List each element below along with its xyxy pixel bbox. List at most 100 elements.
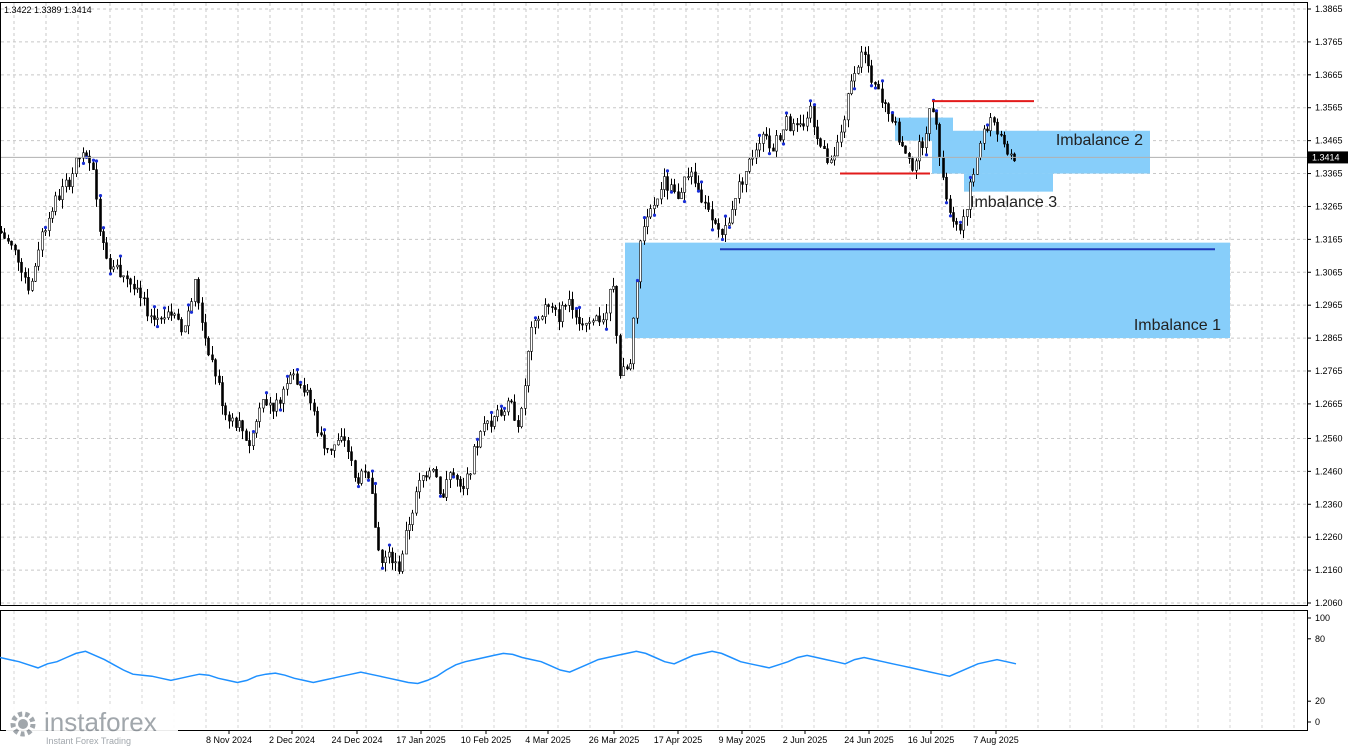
candle-body (82, 152, 85, 159)
candle-body (150, 315, 153, 318)
x-tick-label: 24 Jun 2025 (844, 735, 894, 745)
candle-body (320, 432, 323, 436)
candle-body (337, 440, 340, 446)
main-pane-frame (0, 2, 1308, 606)
candle-body (765, 133, 768, 137)
fractal-dot (101, 226, 106, 230)
candle-body (619, 335, 622, 376)
candle-body (279, 399, 282, 404)
candle-body (734, 198, 737, 210)
candle-body (445, 479, 448, 498)
candle-body (503, 411, 506, 416)
y-tick-label: 1.2765 (1315, 366, 1343, 376)
candle-body (547, 304, 550, 307)
candle-body (830, 159, 833, 163)
candle-body (211, 354, 214, 361)
imbalance-label: Imbalance 3 (970, 194, 1057, 211)
candle-body (456, 475, 459, 480)
candle-body (462, 485, 465, 489)
candle-body (857, 66, 860, 74)
candle-body (173, 313, 176, 316)
oscillator-pane-frame (0, 610, 1308, 731)
candle-body (622, 366, 625, 376)
candle-body (602, 319, 605, 323)
candle-body (874, 82, 877, 85)
candle-body (524, 385, 527, 409)
candle-body (755, 149, 758, 159)
osc-tick-label: 100 (1315, 613, 1330, 623)
candle-body (48, 217, 51, 231)
x-tick-label: 2 Jun 2025 (783, 735, 828, 745)
candle-body (894, 121, 897, 123)
candle-body (282, 388, 285, 404)
fractal-dot (948, 214, 953, 218)
candle-body (231, 417, 234, 422)
candle-body (245, 430, 248, 441)
candle-body (207, 337, 210, 356)
candle-body (979, 142, 982, 158)
candle-body (146, 297, 149, 317)
ohlc-readout: 1.3422 1.3389 1.3414 (4, 5, 92, 15)
candle-body (881, 88, 884, 103)
fractal-dot (251, 429, 256, 434)
candle-body (1010, 153, 1013, 156)
candle-body (7, 238, 10, 242)
fractal-dot (757, 133, 762, 137)
candle-body (530, 327, 533, 352)
osc-tick-label: 80 (1315, 634, 1325, 644)
x-tick-label: 10 Feb 2025 (461, 735, 512, 745)
candle-body (843, 119, 846, 133)
candle-body (160, 317, 163, 320)
candle-body (34, 265, 37, 282)
candle-body (745, 171, 748, 185)
y-tick-label: 1.3865 (1315, 4, 1343, 14)
candle-body (129, 278, 132, 285)
candle-body (411, 512, 414, 525)
candle-body (388, 551, 391, 558)
candle-body (354, 460, 357, 478)
fractal-dot (43, 225, 48, 230)
candle-body (24, 272, 27, 278)
candle-body (58, 195, 61, 200)
candle-body (904, 145, 907, 154)
candle-body (194, 279, 197, 302)
candle-body (751, 157, 754, 160)
current-price-label: 1.3414 (1312, 152, 1340, 162)
x-tick-label: 26 Mar 2025 (589, 735, 640, 745)
candle-body (449, 472, 452, 480)
fractal-dot (489, 410, 494, 415)
imbalance-zone (932, 130, 1150, 174)
candle-body (224, 405, 227, 416)
candle-body (952, 212, 955, 222)
fractal-dot (968, 175, 973, 180)
candle-body (520, 408, 523, 427)
candle-body (269, 402, 272, 406)
candle-body (568, 299, 571, 306)
candle-body (643, 226, 646, 242)
candle-body (690, 171, 693, 177)
candle-body (823, 145, 826, 150)
candle-body (197, 279, 200, 304)
candle-body (486, 420, 489, 424)
candle-body (177, 313, 180, 320)
candle-body (864, 51, 867, 55)
brand-watermark: instaforex Instant Forex Trading (6, 707, 178, 747)
candle-body (731, 209, 734, 224)
candle-body (959, 224, 962, 231)
candle-body (537, 318, 540, 321)
candle-body (683, 176, 686, 193)
candle-body (564, 305, 567, 307)
candle-body (993, 117, 996, 123)
candle-body (867, 54, 870, 67)
fractal-dot (298, 380, 303, 384)
fractal-dot (812, 103, 817, 107)
candle-body (887, 103, 890, 115)
candle-body (299, 384, 302, 386)
candle-body (551, 306, 554, 308)
candle-body (364, 470, 367, 473)
candle-body (405, 530, 408, 555)
candle-body (517, 420, 520, 427)
fractal-dot (880, 79, 885, 83)
fractal-dot (635, 278, 640, 283)
